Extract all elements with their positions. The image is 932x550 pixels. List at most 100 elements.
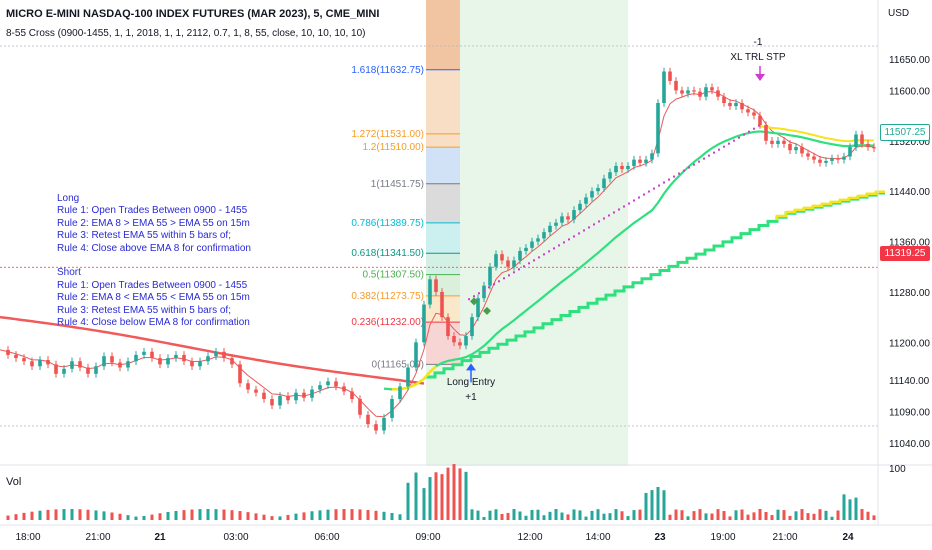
candle-body [584,197,588,204]
candle-body [150,351,154,359]
candle-body [548,225,552,233]
candle-body [740,102,744,110]
candle-body [158,358,162,365]
candle-body [452,336,456,343]
volume-bar [770,515,774,520]
candle-body [126,361,130,368]
candle-body [590,191,594,198]
candle-body [278,395,282,406]
fib-zone-top [426,0,460,70]
volume-bar [254,513,258,520]
volume-bar [614,509,618,520]
candle-body [494,254,498,267]
volume-bar [350,509,354,520]
candle-body [350,391,354,400]
volume-bar [566,514,570,520]
candle-body [710,87,714,91]
fib-zone [426,183,460,223]
fib-zone [426,222,460,254]
candle-body [422,304,426,343]
candle-body [358,399,362,415]
x-tick-label: 21:00 [85,532,110,543]
candle-body [848,147,852,157]
stop-dot [723,145,725,148]
volume-bar [560,512,564,520]
candle-body [866,143,870,148]
volume-bar [422,488,426,520]
candle-body [716,90,720,97]
candle-body [78,361,82,368]
volume-bar [94,510,98,520]
stop-dot [638,196,640,199]
rules-line: Rule 4: Close above EMA 8 for confirmati… [57,242,251,254]
chart-title: MICRO E-MINI NASDAQ-100 INDEX FUTURES (M… [6,8,380,20]
volume-bar [270,516,274,520]
volume-bar [746,514,750,520]
candle-body [698,91,702,97]
volume-legend[interactable]: Vol [6,476,22,488]
long-entry-qty: +1 [465,392,477,403]
volume-bar [358,509,362,520]
volume-bar [166,512,170,520]
volume-bar [578,510,582,520]
x-tick-label: 21 [154,532,166,543]
volume-bar [222,509,226,520]
candle-body [254,389,258,393]
candle-body [374,424,378,431]
fib-label: 0.618(11341.50) [351,248,424,259]
volume-bar [54,509,58,520]
volume-bar [70,509,74,520]
candle-body [428,279,432,305]
fib-label: 0(11165.00) [372,359,424,370]
candle-body [842,156,846,160]
candle-body [318,385,322,390]
volume-bar [836,510,840,520]
ema-55-mid-line [383,130,875,391]
volume-bar [776,509,780,520]
candle-body [310,389,314,398]
volume-bar [428,477,432,520]
candle-body [824,160,828,163]
candle-body [782,140,786,144]
candle-body [270,399,274,406]
candle-body [860,134,864,144]
volume-bar [872,515,876,520]
volume-bar [662,490,666,520]
stop-dot [633,199,635,202]
volume-bar [554,509,558,520]
fib-label: 1.618(11632.75) [351,65,424,76]
stop-dot [483,289,485,292]
volume-bar [518,511,522,520]
long-entry-label: Long Entry [447,377,495,388]
volume-bar [818,509,822,520]
volume-bar [158,513,162,520]
volume-bar [866,511,870,520]
stop-dot [568,238,570,241]
stop-dot [478,292,480,295]
indicator-legend[interactable]: 8-55 Cross (0900-1455, 1, 1, 2018, 1, 1,… [6,28,366,39]
stop-dot [548,250,550,253]
volume-bar [142,515,146,520]
volume-bar [686,516,690,520]
volume-bar [434,472,438,520]
volume-bar [318,510,322,520]
volume-bar [182,510,186,520]
volume-bar [704,513,708,520]
volume-bar [572,509,576,520]
volume-bar [262,514,266,520]
candle-body [806,153,810,157]
candle-body [246,383,250,390]
volume-bar [30,511,34,520]
volume-bar [734,510,738,520]
candle-body [6,349,10,355]
stop-dot [613,211,615,214]
y-tick-label: 11650.00 [889,55,930,66]
candle-body [458,342,462,346]
candle-body [788,143,792,151]
volume-bar [800,509,804,520]
volume-bar [794,511,798,520]
volume-bar [6,515,10,520]
volume-bar [860,509,864,520]
candle-body [134,354,138,362]
